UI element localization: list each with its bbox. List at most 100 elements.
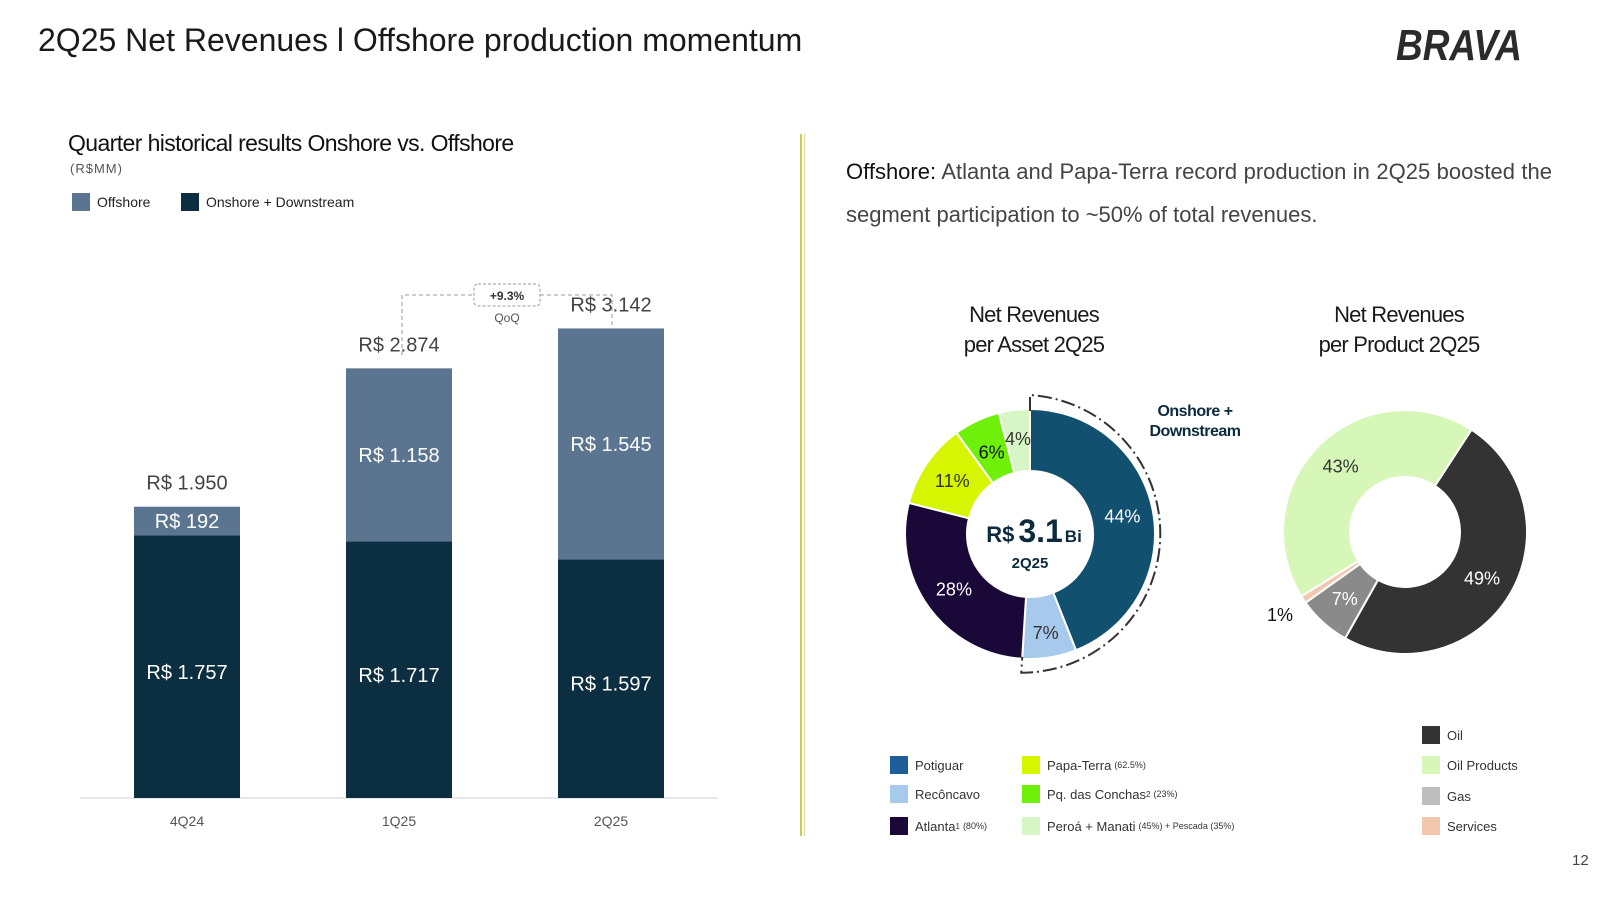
asset-legend-conchas: Pq. das Conchas 2 (23%) xyxy=(1022,785,1177,803)
qoq-value: +9.3% xyxy=(490,289,525,303)
onshore-label-line2: Downstream xyxy=(1149,423,1241,440)
qoq-label: QoQ xyxy=(494,311,519,325)
onshore-bracket xyxy=(1020,393,1162,674)
slice-label: 1% xyxy=(1267,605,1293,625)
slice-label: 28% xyxy=(936,579,972,599)
data-label-onshore: R$ 1.597 xyxy=(570,673,651,695)
onshore-bracket-label: Onshore + Downstream xyxy=(1130,402,1260,442)
asset-legend-footnote: 2 xyxy=(1146,789,1151,799)
slice-label: 4% xyxy=(1005,429,1031,449)
product-legend-label: Gas xyxy=(1447,788,1471,804)
asset-legend-label: Recôncavo xyxy=(915,786,981,802)
qoq-bracket-right xyxy=(540,294,613,328)
asset-legend-footnote: 1 xyxy=(955,821,960,831)
stacked-bar-chart: R$ 1.757 R$ 192 R$ 1.950 4Q24 R$ 1.717 R$ 1.1… xyxy=(80,283,718,829)
slice-atlanta xyxy=(904,501,1028,660)
slice-label: 43% xyxy=(1323,456,1359,476)
legend-label-offshore: Offshore xyxy=(97,194,151,210)
data-label-onshore: R$ 1.757 xyxy=(146,662,227,684)
asset-title-line1: Net Revenues xyxy=(969,302,1100,327)
asset-swatch-conchas xyxy=(1022,785,1040,803)
slice-label: 6% xyxy=(979,443,1005,463)
slice-label: 11% xyxy=(935,471,970,491)
qoq-annotation: +9.3% QoQ xyxy=(401,283,613,355)
product-donut-title: Net Revenues per Product 2Q25 xyxy=(1269,300,1529,360)
page-title: 2Q25 Net Revenues l Offshore production … xyxy=(38,22,803,58)
asset-legend-label: Atlanta xyxy=(915,818,956,834)
legend-label-onshore: Onshore + Downstream xyxy=(206,194,355,210)
panel-divider xyxy=(800,134,805,836)
asset-swatch-peroa xyxy=(1022,817,1040,835)
asset-legend-peroa: Peroá + Manati (45%) + Pescada (35%) xyxy=(1022,817,1234,835)
x-tick-label: 4Q24 xyxy=(170,813,204,829)
qoq-bracket-left xyxy=(401,294,474,355)
commentary-lead: Offshore: xyxy=(846,159,937,184)
product-title-line2: per Product 2Q25 xyxy=(1318,332,1481,357)
commentary-body: Atlanta and Papa-Terra record production… xyxy=(846,159,1552,227)
asset-legend-note: (62.5%) xyxy=(1114,760,1146,770)
product-legend-gas: Gas xyxy=(1422,787,1471,805)
asset-legend-note: (80%) xyxy=(962,821,987,831)
product-legend-services: Services xyxy=(1422,817,1497,835)
asset-swatch-papa-terra xyxy=(1022,756,1040,774)
qoq-badge xyxy=(473,283,541,307)
product-legend-oil-products: Oil Products xyxy=(1422,756,1518,774)
legend-item-onshore: Onshore + Downstream xyxy=(181,193,354,211)
asset-legend-potiguar: Potiguar xyxy=(890,756,963,774)
slice-oil-products xyxy=(1282,409,1473,598)
logo-text: BRAVA xyxy=(1396,22,1522,66)
page-number: 12 xyxy=(1572,852,1589,869)
bar-offshore-4Q24 xyxy=(134,506,240,536)
asset-donut-title: Net Revenues per Asset 2Q25 xyxy=(904,300,1164,360)
product-legend-label: Oil Products xyxy=(1447,757,1518,773)
product-legend-label: Services xyxy=(1447,818,1497,834)
onshore-label-line1: Onshore + xyxy=(1157,403,1233,420)
bar-chart-heading: Quarter historical results Onshore vs. O… xyxy=(68,130,514,156)
bar-chart-units: (R$MM) xyxy=(70,161,123,176)
asset-legend-label: Papa-Terra xyxy=(1047,757,1112,773)
slice-label: 7% xyxy=(1033,623,1059,643)
asset-swatch-potiguar xyxy=(890,756,908,774)
product-swatch-gas xyxy=(1422,787,1440,805)
asset-legend-atlanta: Atlanta 1 (80%) xyxy=(890,817,987,835)
data-label-total: R$ 2.874 xyxy=(358,334,439,356)
product-swatch-oil xyxy=(1422,726,1440,744)
asset-swatch-atlanta xyxy=(890,817,908,835)
asset-legend-label: Peroá + Manati xyxy=(1047,818,1136,834)
slice-label: 49% xyxy=(1464,569,1500,589)
bar-onshore-1Q25 xyxy=(346,541,452,798)
asset-legend-note: (45%) + Pescada (35%) xyxy=(1138,821,1235,831)
brava-logo: BRAVA xyxy=(1396,21,1524,71)
product-legend-oil: Oil xyxy=(1422,726,1463,744)
asset-legend-label: Pq. das Conchas xyxy=(1047,786,1147,802)
asset-donut-center: R$ 3.1 Bi 2Q25 xyxy=(986,513,1082,572)
donut-charts: 44% 7% 28% 11% 6%4% 49% 7% 1% 43% R$ 3.1 Bi 2Q25 xyxy=(904,393,1528,674)
product-legend-label: Oil xyxy=(1447,727,1463,743)
data-label-total: R$ 1.950 xyxy=(146,473,227,495)
product-swatch-oil-products xyxy=(1422,756,1440,774)
data-label-offshore: R$ 1.545 xyxy=(570,434,651,456)
legend-swatch-offshore xyxy=(72,193,90,211)
data-label-offshore: R$ 1.158 xyxy=(358,445,439,467)
slice-label: 44% xyxy=(1104,506,1140,526)
asset-swatch-reconcavo xyxy=(890,785,908,803)
asset-legend-papa-terra: Papa-Terra (62.5%) xyxy=(1022,756,1146,774)
asset-title-line2: per Asset 2Q25 xyxy=(963,332,1105,357)
legend-swatch-onshore xyxy=(181,193,199,211)
center-total: R$ 3.1 Bi xyxy=(986,513,1082,549)
product-title-line1: Net Revenues xyxy=(1334,302,1465,327)
bar-onshore-2Q25 xyxy=(558,559,664,798)
slice-pero-manati-pescada xyxy=(997,407,1031,475)
slice-oil xyxy=(1343,428,1528,655)
asset-legend-note: (23%) xyxy=(1153,789,1178,799)
data-label-onshore: R$ 1.717 xyxy=(358,665,439,687)
x-tick-label: 2Q25 xyxy=(594,813,628,829)
slice-label: 7% xyxy=(1332,589,1358,609)
product-swatch-services xyxy=(1422,817,1440,835)
slice-potiguar xyxy=(1029,407,1156,652)
center-period: 2Q25 xyxy=(1012,555,1049,572)
data-label-total: R$ 3.142 xyxy=(570,294,651,316)
asset-legend-label: Potiguar xyxy=(915,757,964,773)
bar-offshore-1Q25 xyxy=(346,368,452,542)
bar-onshore-4Q24 xyxy=(134,535,240,798)
